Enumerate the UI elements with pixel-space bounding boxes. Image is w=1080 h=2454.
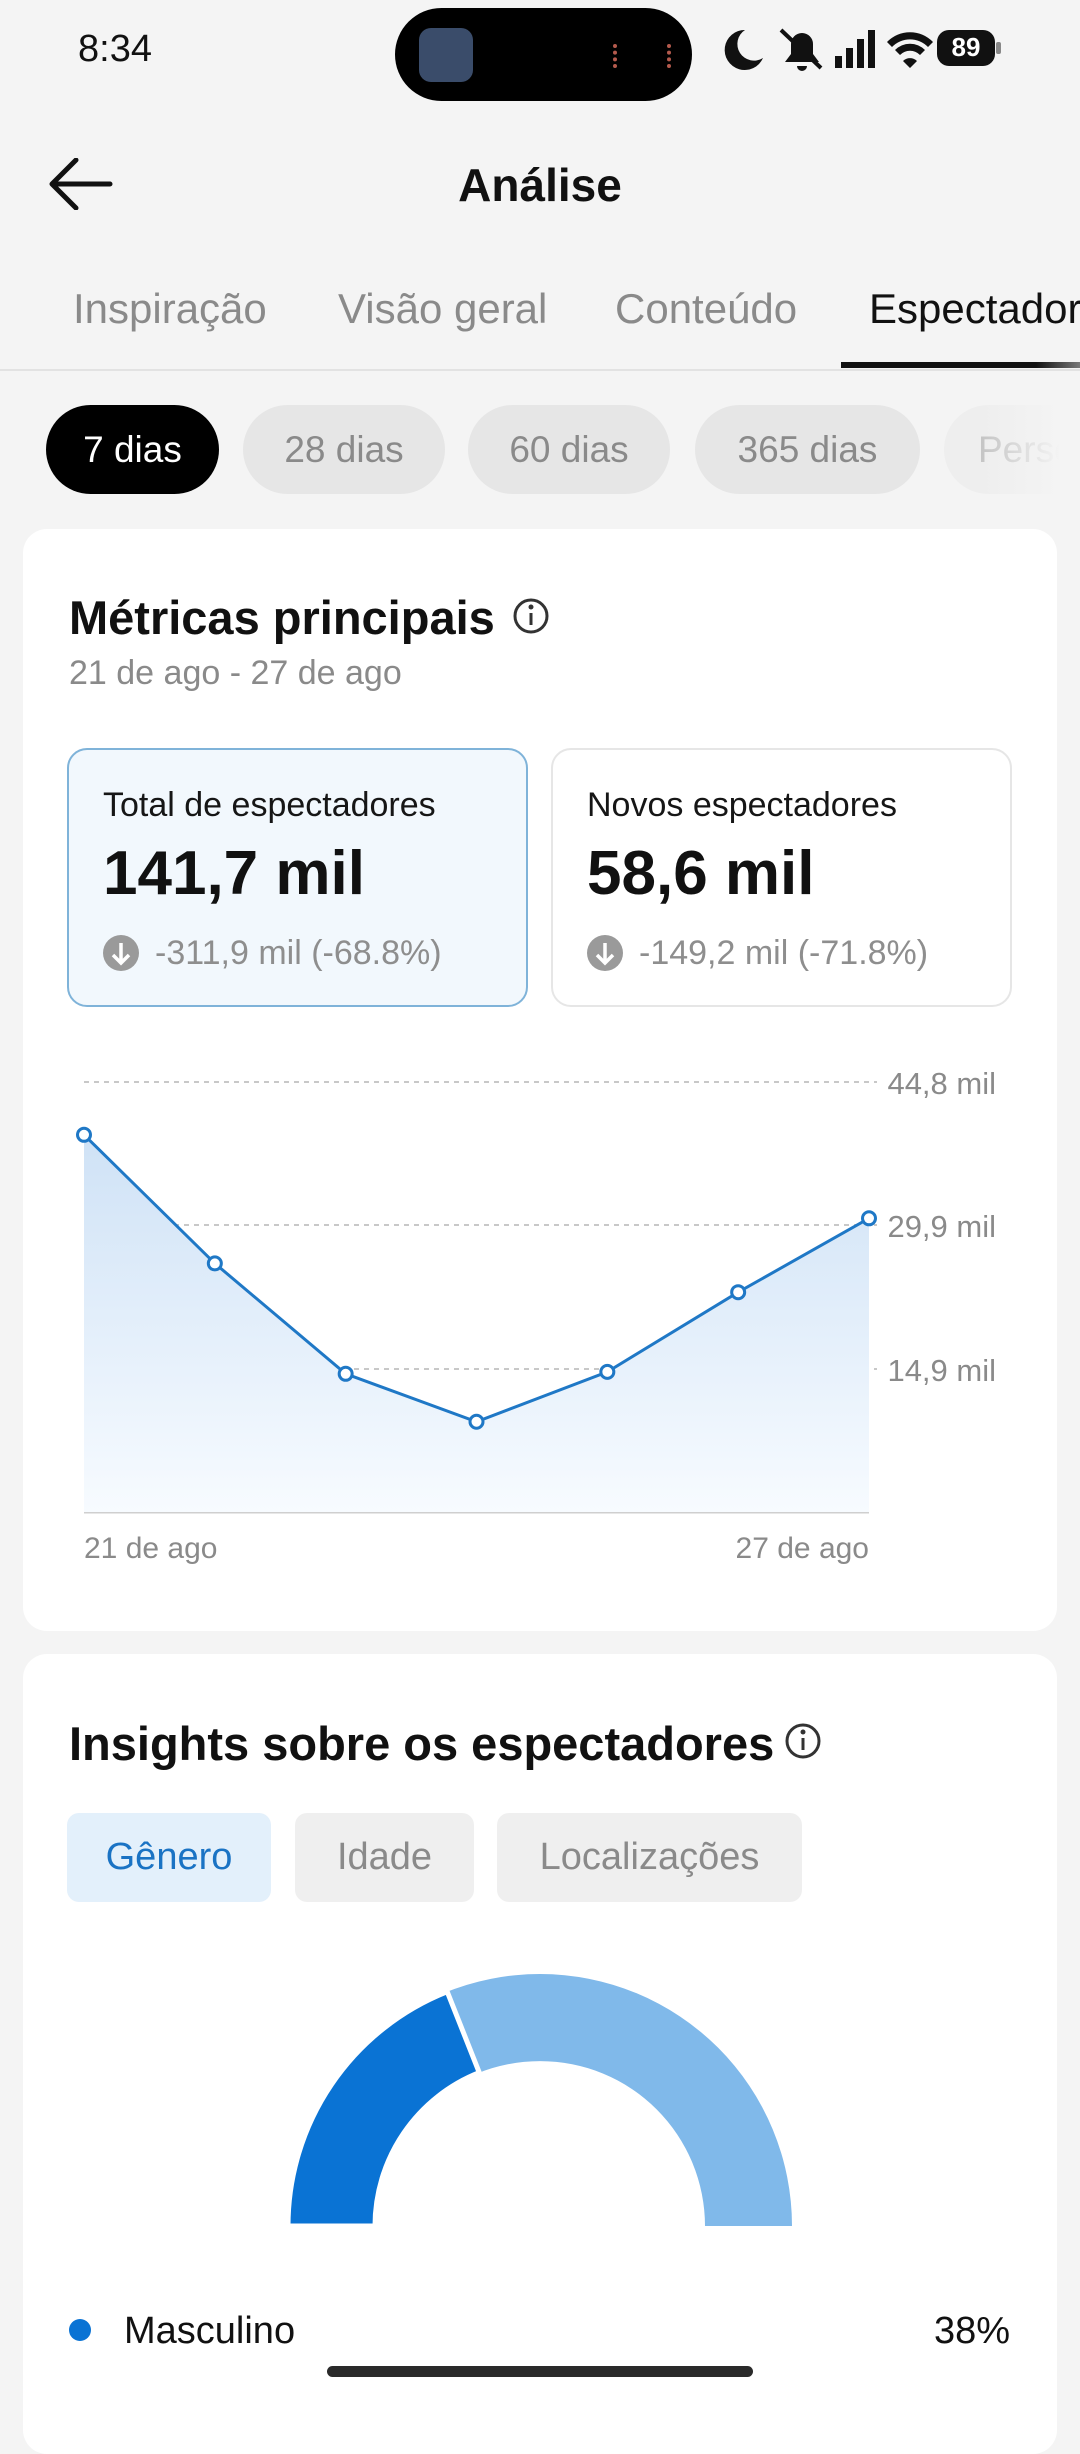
y-tick-label: 14,9 mil	[887, 1353, 996, 1388]
info-icon[interactable]	[783, 1721, 823, 1761]
point	[76, 1126, 92, 1143]
metric-label: Novos espectadores	[587, 786, 897, 824]
legend-value: 38%	[934, 2310, 1010, 2352]
metric-box[interactable]: Novos espectadores 58,6 mil -149,2 mil (…	[551, 748, 1012, 1007]
status-time: 8:34	[78, 28, 152, 70]
metric-change: -311,9 mil (-68.8%)	[155, 934, 442, 972]
dynamic-island	[395, 8, 692, 101]
metric-value: 141,7 mil	[103, 839, 365, 908]
audio-indicator	[613, 44, 671, 68]
card-title: Métricas principais	[69, 591, 495, 644]
period-chip[interactable]: 60 dias	[468, 405, 670, 494]
y-tick-label: 44,8 mil	[887, 1066, 996, 1101]
fade	[980, 400, 1060, 500]
down-icon	[103, 935, 139, 971]
metric-change: -149,2 mil (-71.8%)	[639, 934, 929, 972]
metric-label: Total de espectadores	[103, 786, 436, 824]
segment-active[interactable]: Gênero	[67, 1813, 271, 1902]
charts: 14,9 mil 29,9 mil 44,8 mil 21 de ago 27 de a…	[69, 1066, 1010, 2352]
period-chip-active[interactable]: 7 dias	[46, 405, 219, 494]
period-chip[interactable]: 28 dias	[243, 405, 445, 494]
segment[interactable]: Idade	[295, 1813, 474, 1902]
metric-box-active[interactable]: Total de espectadores 141,7 mil -311,9 m…	[67, 748, 528, 1007]
point	[337, 1365, 354, 1382]
point	[599, 1363, 616, 1380]
status-icons	[724, 28, 1001, 71]
battery-level: 89	[951, 32, 981, 62]
tab[interactable]: Conteúdo	[615, 285, 798, 332]
legend-label: Masculino	[124, 2310, 295, 2352]
legend-dot	[69, 2319, 91, 2341]
date-range: 21 de ago - 27 de ago	[69, 654, 402, 692]
metric-value: 58,6 mil	[587, 839, 815, 908]
period-bar: 7 dias 28 dias 60 dias 365 dias Personal…	[0, 0, 1060, 520]
tab[interactable]: Inspiração	[73, 285, 267, 332]
back-button[interactable]	[46, 158, 116, 210]
x-tick-label: 21 de ago	[84, 1532, 217, 1565]
down-icon	[587, 935, 623, 971]
tab-bar: Inspiração Visão geral Conteúdo Espectad…	[0, 0, 1080, 380]
point	[468, 1413, 485, 1430]
app-icon	[419, 28, 473, 82]
x-tick-label: 27 de ago	[736, 1532, 869, 1565]
tab-active[interactable]: Espectadores	[869, 285, 1080, 332]
point	[730, 1284, 747, 1301]
page-title: Análise	[458, 159, 622, 211]
home-indicator	[327, 2366, 753, 2377]
tab-indicator	[841, 362, 1080, 368]
card-title: Insights sobre os espectadores	[69, 1717, 775, 1770]
segment[interactable]: Localizações	[497, 1813, 802, 1902]
y-tick-label: 29,9 mil	[887, 1209, 996, 1244]
period-chip[interactable]: 365 dias	[695, 405, 920, 494]
point	[206, 1255, 223, 1272]
point	[861, 1210, 877, 1227]
tab[interactable]: Visão geral	[338, 285, 548, 332]
donut-segment	[285, 1988, 483, 2229]
area	[84, 1134, 869, 1512]
divider	[0, 369, 1080, 371]
info-icon[interactable]	[511, 596, 551, 636]
